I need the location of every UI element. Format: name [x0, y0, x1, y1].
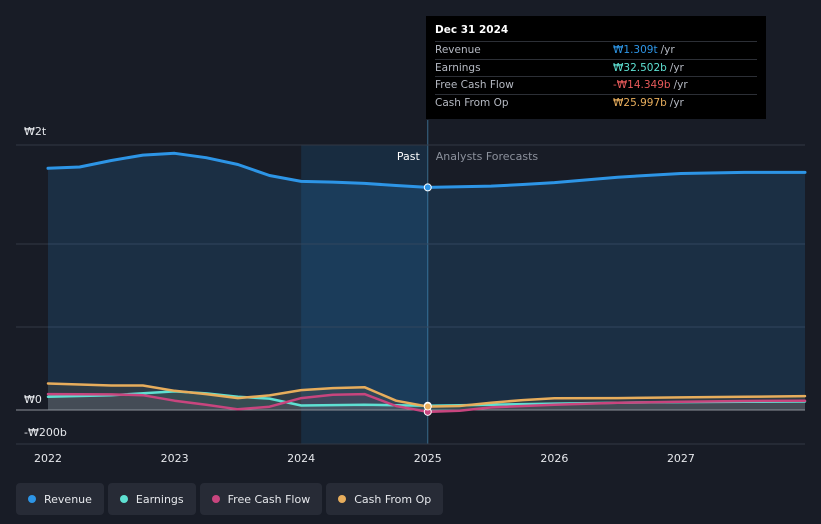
series-lines	[46, 151, 807, 414]
legend-label: Free Cash Flow	[227, 492, 311, 506]
tooltip-value: ₩1.309t	[613, 44, 658, 57]
marker-revenue	[423, 183, 432, 192]
tooltip-name: Free Cash Flow	[435, 79, 514, 92]
area-earnings	[48, 391, 805, 410]
legend-label: Revenue	[44, 492, 92, 506]
legend-label: Earnings	[135, 492, 184, 506]
legend-dot-icon	[119, 495, 128, 503]
tooltip-row-earnings: Earnings ₩32.502b /yr	[435, 58, 757, 77]
tooltip-unit: /yr	[660, 44, 675, 57]
tooltip-row-free-cash-flow: Free Cash Flow -₩14.349b /yr	[435, 76, 757, 94]
series-markers	[423, 183, 432, 416]
tooltip-unit: /yr	[673, 79, 688, 92]
tooltip-value: ₩32.502b	[613, 61, 667, 74]
tooltip-name: Cash From Op	[435, 96, 509, 109]
y-tick-label: ₩0	[24, 393, 42, 406]
tooltip-unit: /yr	[669, 61, 684, 74]
tooltip-unit: /yr	[669, 96, 684, 109]
line-revenue	[46, 151, 807, 189]
series-areas	[48, 153, 805, 412]
y-tick-label: -₩200b	[24, 426, 67, 439]
legend-label: Cash From Op	[354, 492, 432, 506]
tooltip-date: Dec 31 2024	[435, 24, 509, 36]
legend-dot-icon	[211, 495, 220, 503]
legend-item-cash-from-op[interactable]: Cash From Op	[326, 483, 444, 515]
legend: Revenue Earnings Free Cash Flow Cash Fro…	[16, 483, 444, 515]
tooltip-value: -₩14.349b	[613, 79, 671, 92]
legend-item-earnings[interactable]: Earnings	[107, 483, 196, 515]
forecast-label: Analysts Forecasts	[436, 150, 539, 163]
x-tick-label: 2023	[161, 452, 189, 465]
tooltip-value: ₩25.997b	[613, 96, 667, 109]
grid-lines	[16, 144, 805, 445]
tooltip-name: Revenue	[435, 44, 481, 57]
legend-item-revenue[interactable]: Revenue	[16, 483, 104, 515]
tooltip-row-cash-from-op: Cash From Op ₩25.997b /yr	[435, 93, 757, 112]
x-tick-label: 2025	[414, 452, 442, 465]
area-revenue	[48, 153, 805, 411]
x-tick-label: 2026	[540, 452, 568, 465]
y-tick-label: ₩2t	[24, 125, 47, 138]
marker-cash_from_op	[423, 402, 432, 411]
x-tick-label: 2022	[34, 452, 62, 465]
line-free_cash_flow	[46, 392, 807, 414]
tooltip-name: Earnings	[435, 61, 481, 74]
legend-item-free-cash-flow[interactable]: Free Cash Flow	[199, 483, 323, 515]
tooltip-row-revenue: Revenue ₩1.309t /yr	[435, 41, 757, 59]
legend-dot-icon	[28, 495, 36, 503]
legend-dot-icon	[338, 495, 347, 503]
line-cash_from_op	[46, 382, 807, 408]
x-tick-label: 2024	[287, 452, 315, 465]
x-tick-label: 2027	[667, 452, 695, 465]
past-label: Past	[397, 150, 421, 163]
tooltip: Dec 31 2024 Revenue ₩1.309t /yr Earnings…	[426, 16, 766, 119]
area-free_cash_flow	[48, 394, 805, 412]
chart-labels: ₩2t ₩0 -₩200b 2022 2023 2024 2025 2026 2027 Past A…	[24, 125, 695, 465]
